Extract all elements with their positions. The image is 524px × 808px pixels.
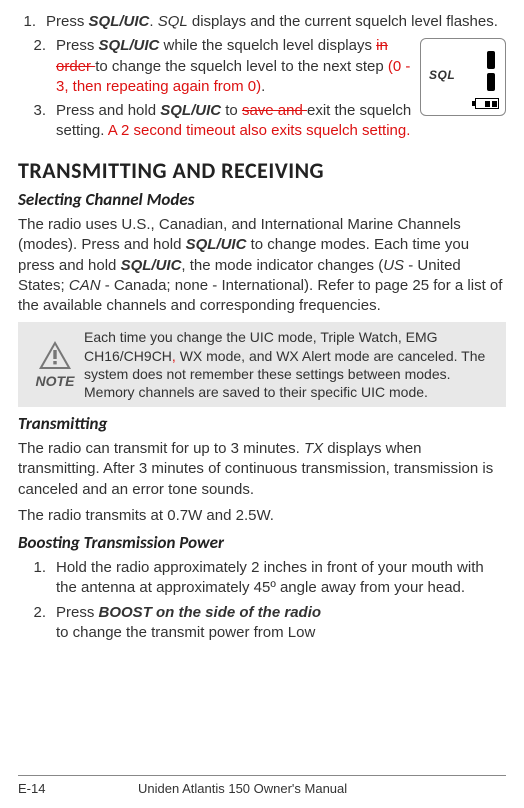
step-text: Press and hold SQL/UIC to save and exit … xyxy=(56,101,412,142)
subheading-transmitting: Transmitting xyxy=(18,413,506,436)
step-text: Press SQL/UIC. SQL displays and the curr… xyxy=(46,12,506,32)
step-num: 3. xyxy=(28,101,56,142)
boost-step-2: 2. Press BOOST on the side of the radio … xyxy=(28,603,506,644)
page-number: E-14 xyxy=(18,780,138,798)
step-3: 3. Press and hold SQL/UIC to save and ex… xyxy=(28,101,412,142)
para-transmitting-1: The radio can transmit for up to 3 minut… xyxy=(18,439,506,500)
step-num: 2. xyxy=(28,36,56,97)
heading-transmitting-receiving: TRANSMITTING AND RECEIVING xyxy=(18,156,506,186)
page-footer: E-14 Uniden Atlantis 150 Owner's Manual xyxy=(18,775,506,798)
note-label: NOTE xyxy=(36,373,75,389)
figure-bar-bottom xyxy=(487,73,495,91)
step-text: Hold the radio approximately 2 inches in… xyxy=(56,558,506,599)
boost-step-1: 1. Hold the radio approximately 2 inches… xyxy=(28,558,506,599)
step-2: 2. Press SQL/UIC while the squelch level… xyxy=(28,36,412,97)
note-box: NOTE Each time you change the UIC mode, … xyxy=(18,322,506,407)
step-text: Press SQL/UIC while the squelch level di… xyxy=(56,36,412,97)
step-1: 1. Press SQL/UIC. SQL displays and the c… xyxy=(18,12,506,32)
manual-title: Uniden Atlantis 150 Owner's Manual xyxy=(138,780,506,798)
note-text: Each time you change the UIC mode, Tripl… xyxy=(84,328,498,401)
subheading-selecting-channel-modes: Selecting Channel Modes xyxy=(18,189,506,212)
display-figure: SQL xyxy=(420,38,506,116)
subheading-boosting-power: Boosting Transmission Power xyxy=(18,532,506,555)
step-num: 2. xyxy=(28,603,56,644)
figure-sql-label: SQL xyxy=(429,67,455,83)
step-text: Press BOOST on the side of the radio to … xyxy=(56,603,506,644)
squelch-steps: 1. Press SQL/UIC. SQL displays and the c… xyxy=(18,12,506,32)
step-num: 1. xyxy=(28,558,56,599)
para-select-modes: The radio uses U.S., Canadian, and Inter… xyxy=(18,215,506,316)
step-num: 1. xyxy=(18,12,46,32)
boost-steps: 1. Hold the radio approximately 2 inches… xyxy=(18,558,506,643)
figure-battery-icon xyxy=(475,98,499,109)
note-icon-col: NOTE xyxy=(26,340,84,390)
figure-bar-top xyxy=(487,51,495,69)
para-transmitting-2: The radio transmits at 0.7W and 2.5W. xyxy=(18,506,506,526)
warning-icon xyxy=(38,340,72,370)
